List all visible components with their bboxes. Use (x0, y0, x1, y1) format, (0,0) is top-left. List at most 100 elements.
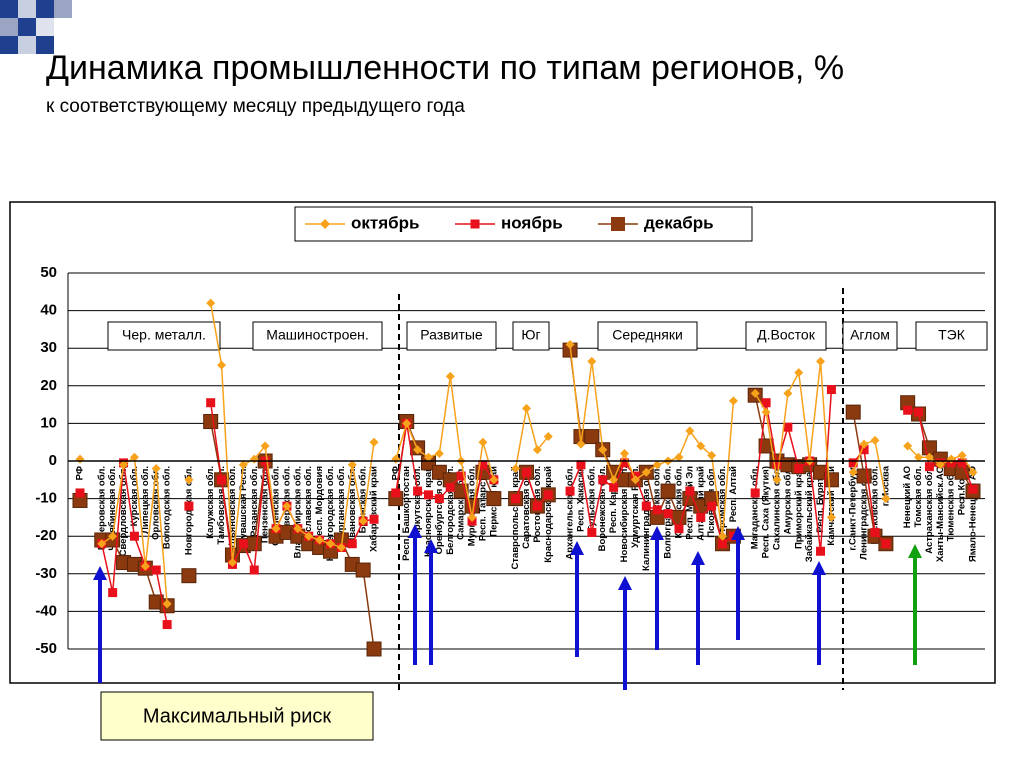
point (206, 398, 216, 408)
point (478, 437, 488, 447)
point (609, 475, 619, 485)
point (750, 388, 760, 398)
point (826, 385, 836, 395)
point (206, 298, 216, 308)
x-tick-label: Курганская обл. (336, 466, 347, 541)
group-box (512, 321, 550, 351)
point (584, 429, 600, 445)
group-box (597, 321, 698, 351)
point (718, 539, 728, 549)
point (783, 422, 793, 432)
point (609, 482, 619, 492)
x-tick-label: Респ. Карелия (608, 466, 619, 533)
point (783, 388, 793, 398)
point (445, 371, 455, 381)
point (108, 588, 118, 598)
x-tick-label: Нижегородская обл. (325, 466, 336, 561)
group-box (252, 321, 383, 351)
x-tick-label: Калининградская обл. (641, 466, 652, 571)
x-tick-label: Самарская обл. (456, 466, 467, 540)
point (271, 524, 281, 534)
y-tick-label: -50 (35, 640, 57, 657)
y-tick-label: -20 (35, 527, 57, 544)
point (260, 441, 270, 451)
point (489, 475, 499, 485)
x-tick-label: Калужская обл. (205, 466, 216, 539)
group-label: Машиностроен. (266, 327, 369, 343)
point (238, 539, 248, 549)
x-tick-label: Пензенская обл. (260, 466, 271, 543)
point (924, 452, 934, 462)
point (486, 491, 502, 507)
point (826, 512, 836, 522)
point (674, 452, 684, 462)
x-tick-label: Тюменская обл. (946, 466, 957, 541)
point (674, 524, 684, 534)
note-box (100, 691, 374, 741)
point (162, 620, 172, 630)
x-tick-label: Ивановская обл. (347, 466, 358, 545)
x-tick-label: Чувашская Респ. (238, 466, 249, 545)
x-tick-label: Курская обл. (129, 466, 140, 526)
point (587, 527, 597, 537)
x-tick-label: Орловская обл. (151, 466, 162, 540)
point (823, 472, 839, 488)
point (151, 464, 161, 474)
group-label: Середняки (612, 327, 683, 343)
point (848, 467, 858, 477)
x-tick-label: Вологодская обл. (162, 466, 173, 549)
point (845, 404, 861, 420)
x-tick-label: Магаданская обл. (750, 466, 761, 549)
point (413, 445, 423, 455)
point (652, 460, 662, 470)
point (522, 403, 531, 413)
point (968, 467, 978, 477)
x-tick-label: Приморский край (793, 466, 804, 549)
point (184, 501, 194, 511)
y-tick-label: 10 (40, 414, 57, 431)
point (914, 407, 924, 417)
point (434, 448, 444, 458)
point (369, 514, 379, 524)
point (293, 524, 303, 534)
x-tick-label: Тамбовская обл. (216, 466, 227, 545)
x-tick-label: Белгородская обл. (445, 466, 456, 555)
y-tick-label: 30 (40, 339, 57, 356)
point (543, 432, 553, 442)
point (402, 418, 412, 428)
point (434, 494, 444, 504)
series-line (569, 344, 735, 537)
point (685, 486, 695, 496)
point (696, 512, 706, 522)
point (620, 448, 630, 458)
point (772, 475, 782, 485)
x-tick-label: Смоленская обл. (271, 466, 282, 546)
x-tick-label: Иркутская обл. (412, 466, 423, 537)
point (848, 458, 858, 468)
point (620, 458, 630, 468)
point (522, 467, 531, 477)
point (652, 505, 662, 515)
series-line (514, 470, 549, 508)
x-tick-label: Ямало-Ненецкий АО (968, 466, 979, 562)
series-line (754, 361, 833, 518)
point (347, 460, 357, 470)
legend-marker (470, 219, 480, 229)
point (532, 501, 542, 511)
x-tick-label: Респ. Мордовия (314, 466, 325, 542)
plot-frame (9, 201, 996, 684)
point (203, 414, 219, 430)
group-box (745, 321, 827, 351)
point (119, 460, 129, 470)
point (718, 531, 728, 541)
point (685, 426, 695, 436)
x-tick-label: Красноярский край (423, 466, 434, 557)
x-tick-label: Ненецкий АО (902, 466, 913, 528)
x-tick-label: Кировская обл. (673, 466, 684, 538)
point (238, 460, 248, 470)
group-box (107, 321, 221, 351)
x-tick-label: Респ. Башкортостан (401, 466, 412, 561)
x-tick-label: Камчатский край (826, 466, 837, 546)
point (870, 527, 880, 537)
